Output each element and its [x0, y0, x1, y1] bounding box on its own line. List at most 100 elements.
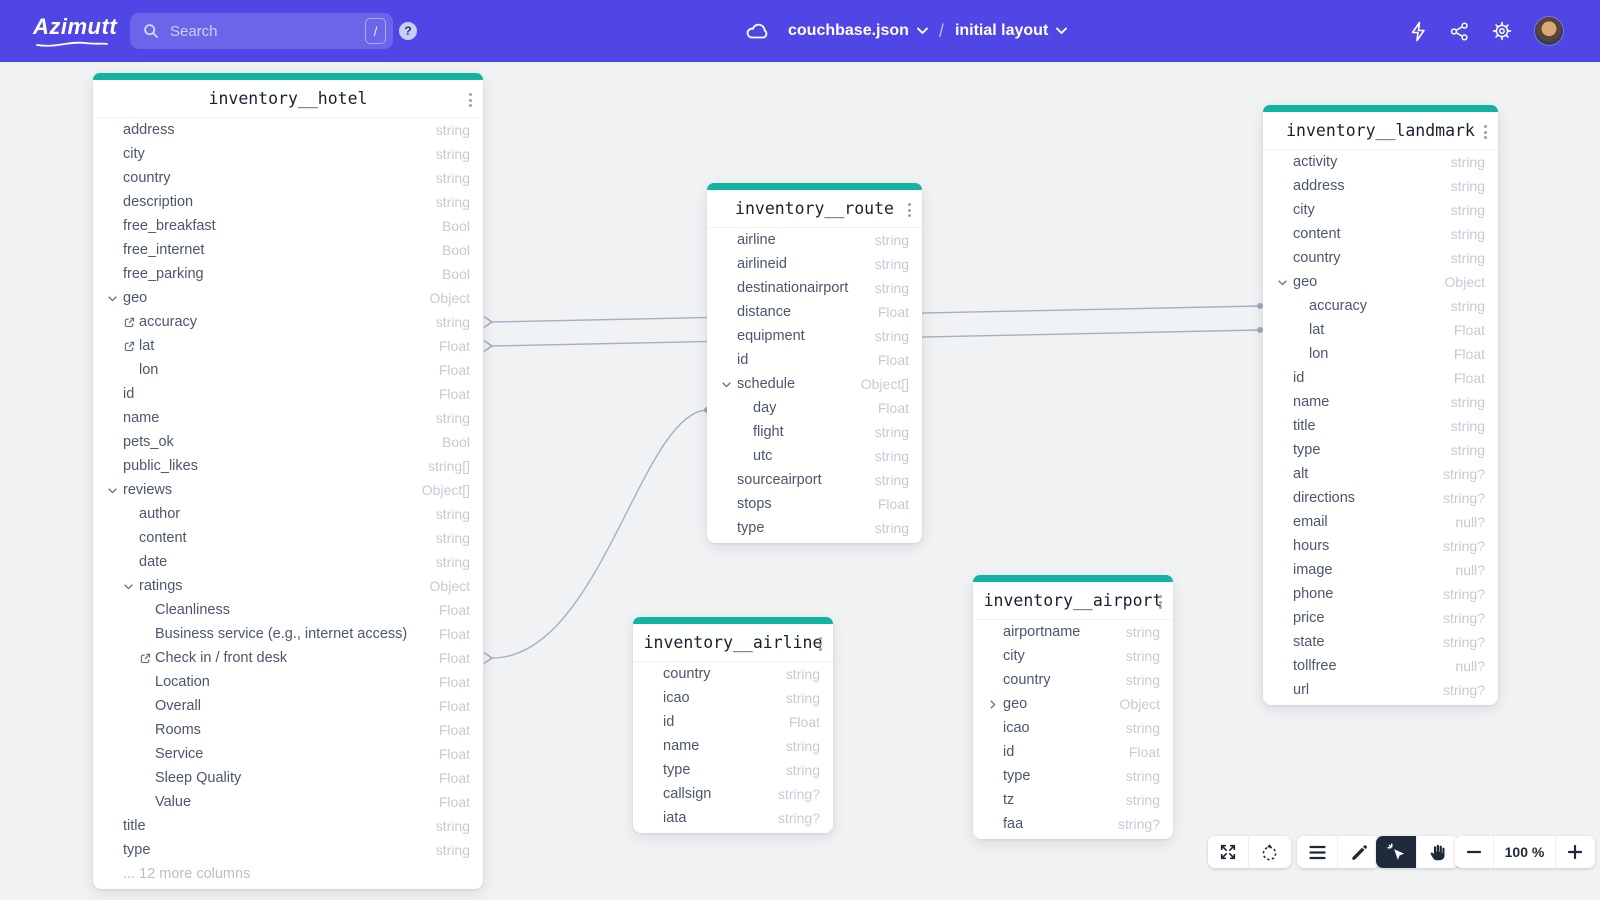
table-header[interactable]: inventory__hotel	[93, 80, 483, 118]
column-row[interactable]: utc string	[707, 444, 922, 468]
column-row[interactable]: reviews Object[]	[93, 478, 483, 502]
column-row[interactable]: free_parking Bool	[93, 262, 483, 286]
chevron-down-icon[interactable]	[107, 293, 123, 304]
table-header[interactable]: inventory__landmark	[1263, 112, 1498, 150]
column-row[interactable]: tollfree null?	[1263, 654, 1498, 678]
column-row[interactable]: phone string?	[1263, 582, 1498, 606]
column-row[interactable]: distance Float	[707, 300, 922, 324]
column-row[interactable]: city string	[1263, 198, 1498, 222]
column-row[interactable]: free_breakfast Bool	[93, 214, 483, 238]
column-row[interactable]: destinationairport string	[707, 276, 922, 300]
fit-to-screen-button[interactable]	[1249, 836, 1290, 868]
table-menu-dots-icon[interactable]	[467, 91, 474, 109]
zoom-out-button[interactable]	[1455, 836, 1494, 868]
column-row[interactable]: Business service (e.g., internet access)…	[93, 622, 483, 646]
column-row[interactable]: address string	[93, 118, 483, 142]
chevron-down-icon[interactable]	[1277, 277, 1293, 288]
chevron-down-icon[interactable]	[721, 379, 737, 390]
user-avatar[interactable]	[1535, 17, 1563, 45]
column-row[interactable]: lat Float	[93, 334, 483, 358]
column-row[interactable]: free_internet Bool	[93, 238, 483, 262]
column-row[interactable]: ratings Object	[93, 574, 483, 598]
column-row[interactable]: city string	[973, 644, 1173, 668]
column-row[interactable]: stops Float	[707, 492, 922, 516]
column-row[interactable]: city string	[93, 142, 483, 166]
column-row[interactable]: callsign string?	[633, 782, 833, 806]
settings-button[interactable]	[1492, 21, 1512, 41]
column-row[interactable]: Rooms Float	[93, 718, 483, 742]
column-row[interactable]: email null?	[1263, 510, 1498, 534]
column-row[interactable]: pets_ok Bool	[93, 430, 483, 454]
column-row[interactable]: equipment string	[707, 324, 922, 348]
select-cursor-button[interactable]	[1376, 836, 1417, 868]
column-row[interactable]: id Float	[93, 382, 483, 406]
table-menu-dots-icon[interactable]	[1482, 123, 1489, 141]
column-row[interactable]: country string	[633, 662, 833, 686]
help-button[interactable]: ?	[399, 22, 417, 40]
column-row[interactable]: author string	[93, 502, 483, 526]
column-row[interactable]: geo Object	[973, 692, 1173, 716]
more-columns-note[interactable]: ... 12 more columns	[123, 866, 251, 882]
column-row[interactable]: Value Float	[93, 790, 483, 814]
column-row[interactable]: Service Float	[93, 742, 483, 766]
commands-button[interactable]	[1410, 21, 1427, 42]
column-row[interactable]: Location Float	[93, 670, 483, 694]
column-row[interactable]: hours string?	[1263, 534, 1498, 558]
column-row[interactable]: content string	[1263, 222, 1498, 246]
column-row[interactable]: name string	[633, 734, 833, 758]
chevron-right-icon[interactable]	[987, 699, 1003, 710]
table-header[interactable]: inventory__airport	[973, 582, 1173, 620]
column-row[interactable]: Sleep Quality Float	[93, 766, 483, 790]
edit-button[interactable]	[1338, 836, 1379, 868]
column-row[interactable]: alt string?	[1263, 462, 1498, 486]
column-row[interactable]: name string	[93, 406, 483, 430]
column-row[interactable]: accuracy string	[93, 310, 483, 334]
table-menu-dots-icon[interactable]	[817, 635, 824, 653]
column-row[interactable]: schedule Object[]	[707, 372, 922, 396]
column-row[interactable]: content string	[93, 526, 483, 550]
column-row[interactable]: image null?	[1263, 558, 1498, 582]
column-row[interactable]: id Float	[973, 740, 1173, 764]
column-row[interactable]: date string	[93, 550, 483, 574]
column-row[interactable]: flight string	[707, 420, 922, 444]
column-row[interactable]: accuracy string	[1263, 294, 1498, 318]
column-row[interactable]: url string?	[1263, 678, 1498, 702]
azimutt-logo[interactable]: Azimutt	[33, 14, 117, 47]
zoom-in-button[interactable]	[1556, 836, 1594, 868]
table-header[interactable]: inventory__route	[707, 190, 922, 228]
column-row[interactable]: description string	[93, 190, 483, 214]
fullscreen-button[interactable]	[1208, 836, 1249, 868]
column-row[interactable]: type string	[93, 838, 483, 862]
column-row[interactable]: lat Float	[1263, 318, 1498, 342]
table-list-button[interactable]	[1297, 836, 1338, 868]
column-row[interactable]: Cleanliness Float	[93, 598, 483, 622]
pan-hand-button[interactable]	[1417, 836, 1458, 868]
column-row[interactable]: day Float	[707, 396, 922, 420]
column-row[interactable]: geo Object	[93, 286, 483, 310]
column-row[interactable]: type string	[707, 516, 922, 540]
search-input[interactable]	[130, 13, 393, 49]
zoom-level[interactable]: 100 %	[1494, 836, 1556, 868]
column-row[interactable]: country string	[93, 166, 483, 190]
column-row[interactable]: airportname string	[973, 620, 1173, 644]
column-row[interactable]: icao string	[633, 686, 833, 710]
chevron-down-icon[interactable]	[123, 581, 139, 592]
column-row[interactable]: title string	[1263, 414, 1498, 438]
share-button[interactable]	[1450, 21, 1469, 41]
column-row[interactable]: airline string	[707, 228, 922, 252]
column-row[interactable]: name string	[1263, 390, 1498, 414]
column-row[interactable]: tz string	[973, 788, 1173, 812]
column-row[interactable]: id Float	[633, 710, 833, 734]
column-row[interactable]: Overall Float	[93, 694, 483, 718]
column-row[interactable]: iata string?	[633, 806, 833, 830]
chevron-down-icon[interactable]	[107, 485, 123, 496]
column-row[interactable]: state string?	[1263, 630, 1498, 654]
column-row[interactable]: id Float	[1263, 366, 1498, 390]
column-row[interactable]: activity string	[1263, 150, 1498, 174]
table-header[interactable]: inventory__airline	[633, 624, 833, 662]
column-row[interactable]: public_likes string[]	[93, 454, 483, 478]
column-row[interactable]: country string	[973, 668, 1173, 692]
column-row[interactable]: Check in / front desk Float	[93, 646, 483, 670]
column-row[interactable]: airlineid string	[707, 252, 922, 276]
